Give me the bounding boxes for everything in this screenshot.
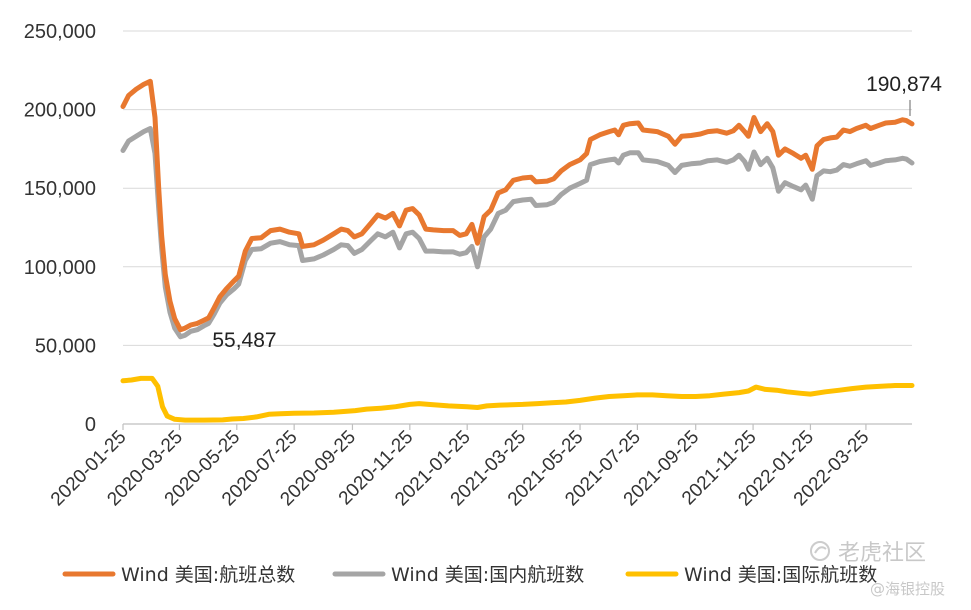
y-tick-label: 150,000 xyxy=(24,178,96,200)
series-line-2 xyxy=(120,375,915,423)
y-tick-label: 250,000 xyxy=(24,21,96,43)
legend: Wind 美国:航班总数 Wind 美国:国内航班数 Wind 美国:国际航班数 xyxy=(62,564,877,586)
legend-label-1: Wind 美国:国内航班数 xyxy=(391,564,584,586)
x-axis: 2020-01-252020-03-252020-05-252020-07-25… xyxy=(47,423,912,510)
series-line-0 xyxy=(120,78,915,333)
gridlines xyxy=(123,30,912,346)
y-tick-label: 0 xyxy=(85,414,96,436)
y-tick-label: 200,000 xyxy=(24,100,96,122)
watermark-title: 老虎社区 xyxy=(838,541,926,566)
y-axis: 250,000 200,000 150,000 100,000 50,000 0 xyxy=(24,21,96,436)
watermark-handle: @海银控股 xyxy=(870,580,945,598)
watermark: 老虎社区 @海银控股 xyxy=(810,541,945,598)
series-line-1 xyxy=(120,126,915,340)
annotation-label-trough: 55,487 xyxy=(212,329,276,352)
annotations: 190,874 55,487 xyxy=(212,73,942,352)
series-lines xyxy=(120,78,915,423)
y-tick-label: 50,000 xyxy=(35,335,96,357)
legend-label-2: Wind 美国:国际航班数 xyxy=(684,564,877,586)
legend-label-0: Wind 美国:航班总数 xyxy=(121,564,295,586)
y-tick-label: 100,000 xyxy=(24,257,96,279)
annotation-label-peak: 190,874 xyxy=(866,73,942,96)
tiger-logo-icon xyxy=(810,541,830,561)
